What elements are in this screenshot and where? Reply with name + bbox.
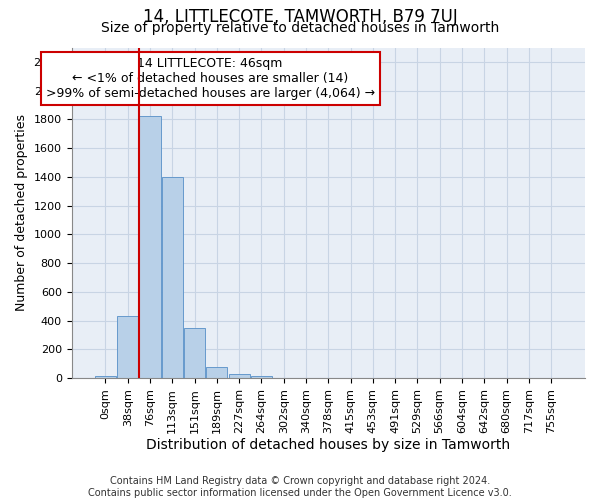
- Y-axis label: Number of detached properties: Number of detached properties: [15, 114, 28, 312]
- Bar: [162, 177, 183, 378]
- Bar: [139, 116, 161, 378]
- Bar: [117, 316, 139, 378]
- Text: Contains HM Land Registry data © Crown copyright and database right 2024.
Contai: Contains HM Land Registry data © Crown c…: [88, 476, 512, 498]
- X-axis label: Distribution of detached houses by size in Tamworth: Distribution of detached houses by size …: [146, 438, 511, 452]
- Bar: [184, 328, 205, 378]
- Bar: [251, 376, 272, 378]
- Text: 14, LITTLECOTE, TAMWORTH, B79 7UJ: 14, LITTLECOTE, TAMWORTH, B79 7UJ: [143, 8, 457, 26]
- Bar: [95, 376, 116, 378]
- Bar: [206, 366, 227, 378]
- Bar: [229, 374, 250, 378]
- Text: 14 LITTLECOTE: 46sqm
← <1% of detached houses are smaller (14)
>99% of semi-deta: 14 LITTLECOTE: 46sqm ← <1% of detached h…: [46, 58, 375, 100]
- Text: Size of property relative to detached houses in Tamworth: Size of property relative to detached ho…: [101, 21, 499, 35]
